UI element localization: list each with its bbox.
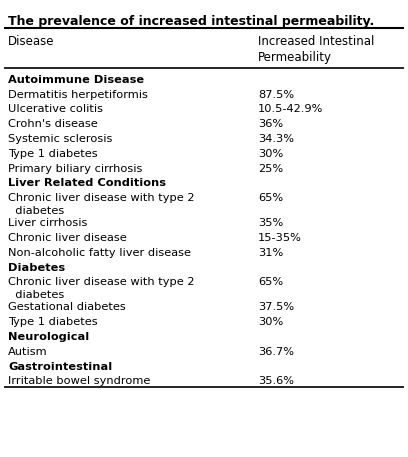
Text: Primary biliary cirrhosis: Primary biliary cirrhosis (8, 164, 142, 174)
Text: 87.5%: 87.5% (258, 90, 294, 100)
Text: Systemic sclerosis: Systemic sclerosis (8, 134, 113, 144)
Text: The prevalence of increased intestinal permeability.: The prevalence of increased intestinal p… (8, 15, 374, 28)
Text: Autism: Autism (8, 347, 48, 357)
Text: Crohn's disease: Crohn's disease (8, 119, 98, 129)
Text: Dermatitis herpetiformis: Dermatitis herpetiformis (8, 90, 148, 100)
Text: Disease: Disease (8, 35, 55, 48)
Text: Irritable bowel syndrome: Irritable bowel syndrome (8, 376, 151, 386)
Text: 65%: 65% (258, 277, 283, 287)
Text: Autoimmune Disease: Autoimmune Disease (8, 75, 144, 85)
Text: 10.5-42.9%: 10.5-42.9% (258, 105, 324, 114)
Text: Chronic liver disease with type 2
  diabetes: Chronic liver disease with type 2 diabet… (8, 277, 195, 300)
Text: 30%: 30% (258, 317, 283, 327)
Text: Diabetes: Diabetes (8, 262, 65, 272)
Text: Type 1 diabetes: Type 1 diabetes (8, 149, 98, 159)
Text: Chronic liver disease with type 2
  diabetes: Chronic liver disease with type 2 diabet… (8, 193, 195, 216)
Text: Neurological: Neurological (8, 332, 89, 342)
Text: 31%: 31% (258, 248, 283, 258)
Text: Gastrointestinal: Gastrointestinal (8, 361, 112, 372)
Text: 35.6%: 35.6% (258, 376, 294, 386)
Text: 65%: 65% (258, 193, 283, 203)
Text: Chronic liver disease: Chronic liver disease (8, 233, 127, 243)
Text: 37.5%: 37.5% (258, 303, 294, 313)
Text: Type 1 diabetes: Type 1 diabetes (8, 317, 98, 327)
Text: 30%: 30% (258, 149, 283, 159)
Text: 34.3%: 34.3% (258, 134, 294, 144)
Text: 36.7%: 36.7% (258, 347, 294, 357)
Text: Ulcerative colitis: Ulcerative colitis (8, 105, 103, 114)
Text: 25%: 25% (258, 164, 283, 174)
Text: Gestational diabetes: Gestational diabetes (8, 303, 126, 313)
Text: 36%: 36% (258, 119, 283, 129)
Text: Non-alcoholic fatty liver disease: Non-alcoholic fatty liver disease (8, 248, 191, 258)
Text: Liver Related Conditions: Liver Related Conditions (8, 178, 166, 188)
Text: Liver cirrhosis: Liver cirrhosis (8, 218, 87, 228)
Text: 15-35%: 15-35% (258, 233, 302, 243)
Text: 35%: 35% (258, 218, 283, 228)
Text: Increased Intestinal
Permeability: Increased Intestinal Permeability (258, 35, 375, 64)
